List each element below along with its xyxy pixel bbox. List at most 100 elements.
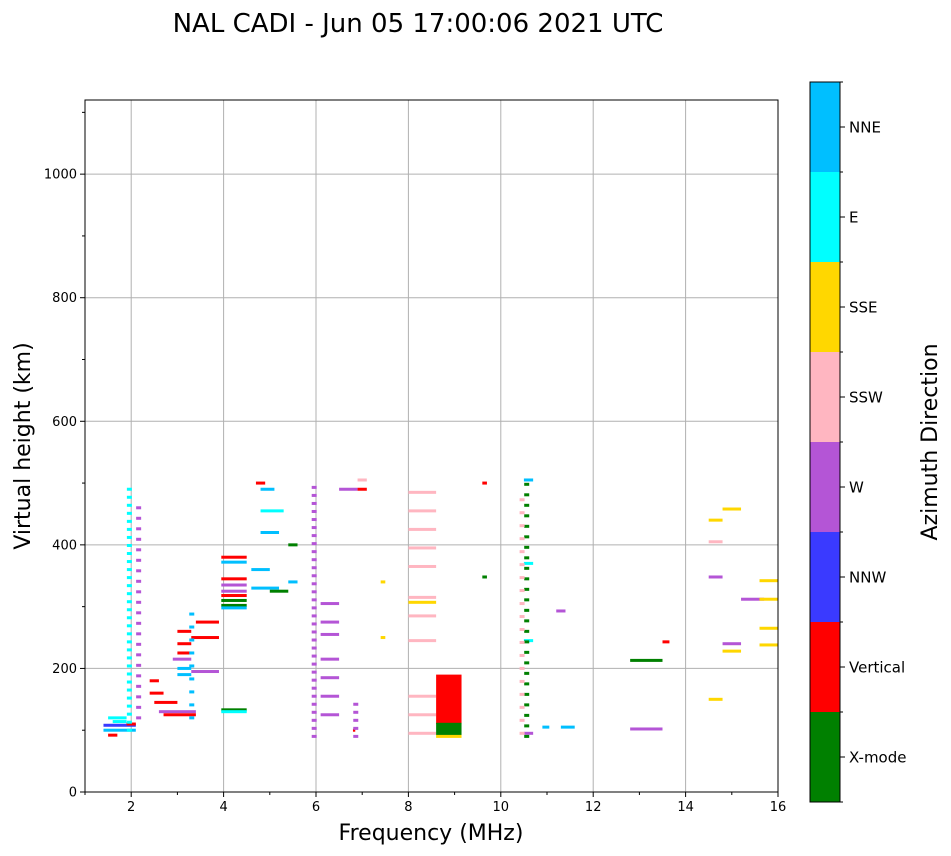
echo-mark — [126, 720, 132, 724]
echo-mark — [126, 487, 132, 491]
echo-mark — [408, 509, 437, 513]
echo-mark — [126, 632, 132, 636]
colorbar-frame — [809, 81, 841, 803]
echo-mark — [136, 558, 142, 562]
echo-mark — [126, 600, 132, 604]
echo-mark — [126, 519, 132, 523]
echo-mark — [311, 718, 317, 722]
echo-mark — [357, 478, 367, 482]
echo-mark — [339, 487, 358, 491]
echo-mark — [320, 713, 340, 717]
echo-mark — [311, 606, 317, 610]
echo-mark — [221, 583, 247, 587]
echo-mark — [136, 716, 142, 720]
echo-mark — [436, 722, 462, 736]
echo-mark — [708, 697, 723, 701]
echo-mark — [524, 734, 530, 738]
echo-mark — [221, 710, 247, 714]
echo-mark — [519, 550, 525, 554]
x-tick-label: 6 — [312, 800, 320, 815]
echo-mark — [126, 552, 132, 556]
echo-mark — [708, 540, 723, 544]
echo-mark — [556, 609, 566, 613]
echo-mark — [630, 658, 663, 662]
x-tick-label: 8 — [404, 800, 412, 815]
echo-mark — [136, 516, 142, 520]
echo-mark — [126, 503, 132, 507]
echo-mark — [482, 481, 487, 485]
echo-mark — [759, 597, 778, 601]
echo-mark — [519, 537, 525, 541]
echo-mark — [103, 723, 136, 727]
colorbar: X-mode Vertical NNW W SSW SSE E NNE — [809, 81, 906, 803]
echo-mark — [126, 527, 132, 531]
echo-mark — [221, 589, 247, 593]
echo-mark — [524, 661, 530, 665]
echo-mark — [163, 713, 196, 717]
echo-mark — [103, 728, 136, 732]
echo-mark — [108, 733, 118, 737]
echo-mark — [523, 478, 534, 482]
colorbar-segment — [810, 442, 840, 532]
echo-mark — [221, 708, 247, 712]
echo-mark — [408, 546, 437, 550]
echo-mark — [191, 670, 219, 674]
colorbar-category-label: NNE — [849, 119, 881, 137]
echo-mark — [189, 612, 195, 616]
echo-mark — [524, 650, 530, 654]
echo-mark — [191, 636, 219, 640]
echo-mark — [126, 535, 132, 539]
colorbar-category-label: NNW — [849, 569, 886, 587]
echo-mark — [524, 703, 530, 707]
echo-mark — [136, 653, 142, 657]
echo-mark — [189, 638, 195, 642]
plot-frame — [84, 99, 779, 793]
echo-mark — [524, 671, 530, 675]
echo-mark — [136, 611, 142, 615]
echo-mark — [311, 726, 317, 730]
echo-mark — [251, 568, 270, 572]
echo-mark — [251, 586, 280, 590]
echo-mark — [108, 716, 127, 720]
echo-mark — [126, 722, 136, 726]
echo-mark — [311, 542, 317, 546]
echo-mark — [136, 548, 142, 552]
echo-mark — [177, 629, 192, 633]
x-tick-label: 4 — [219, 800, 227, 815]
y-tick-label: 200 — [52, 662, 77, 677]
echo-mark — [524, 535, 530, 539]
colorbar-category-label: Vertical — [849, 659, 905, 677]
echo-mark — [260, 531, 280, 534]
echo-mark — [519, 576, 525, 580]
echo-mark — [353, 726, 359, 730]
echo-mark — [524, 629, 530, 633]
echo-mark — [189, 664, 195, 668]
echo-mark — [221, 603, 247, 607]
echo-mark — [524, 598, 530, 602]
colorbar-category-label: SSW — [849, 389, 883, 407]
echo-mark — [221, 606, 247, 610]
echo-mark — [172, 657, 192, 661]
echo-mark — [136, 684, 142, 688]
echo-mark — [311, 622, 317, 626]
echo-mark — [408, 595, 437, 599]
echo-mark — [311, 550, 317, 554]
echo-mark — [524, 682, 530, 686]
echo-mark — [288, 580, 298, 584]
x-tick-label: 10 — [493, 800, 510, 815]
echo-mark — [524, 692, 530, 696]
echo-mark — [357, 487, 367, 491]
echo-mark — [519, 563, 525, 567]
plot-area — [85, 100, 778, 792]
x-tick-label: 2 — [127, 800, 135, 815]
echo-mark — [353, 734, 359, 738]
echo-mark — [189, 703, 195, 707]
echo-mark — [519, 718, 525, 722]
echo-mark — [126, 495, 132, 499]
echo-mark — [136, 674, 142, 678]
echo-mark — [524, 514, 530, 518]
echo-mark — [126, 696, 132, 700]
echo-mark — [353, 710, 359, 714]
x-tick-label: 14 — [677, 800, 694, 815]
echo-mark — [177, 666, 192, 670]
